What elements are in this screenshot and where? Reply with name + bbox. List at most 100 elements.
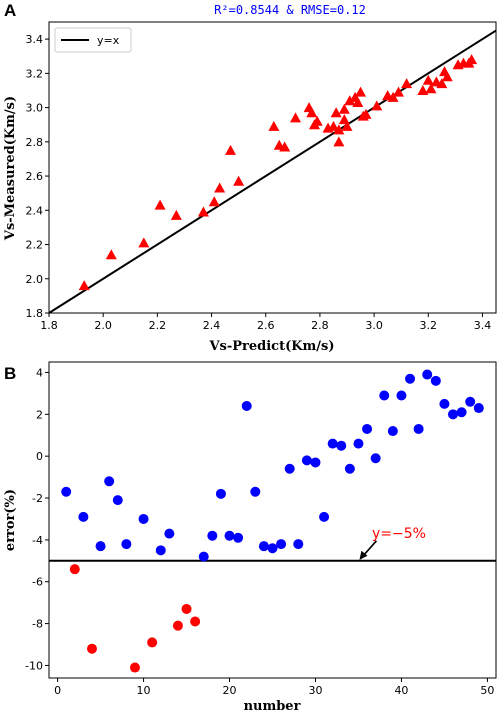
panel-b-x-tick-label: 10 [137, 684, 151, 697]
data-point-red [86, 643, 97, 654]
data-point-blue [215, 488, 226, 499]
data-point-triangle [436, 78, 448, 89]
data-point-blue [164, 528, 175, 539]
panel-b-annotation: y=−5% [372, 526, 426, 542]
data-point-triangle [268, 120, 280, 131]
panel-b-x-tick-label: 50 [480, 684, 494, 697]
panel-a-y-tick-label: 3.0 [26, 102, 44, 115]
data-point-triangle [392, 86, 404, 97]
data-point-triangle [425, 83, 437, 94]
data-point-blue [207, 530, 218, 541]
panel-b-x-tick-label: 40 [394, 684, 408, 697]
data-point-blue [276, 539, 287, 550]
data-point-triangle [441, 71, 453, 82]
data-point-triangle [154, 199, 166, 210]
panel-a-y-tick-label: 3.2 [26, 67, 44, 80]
panel-a-metrics-title: R²=0.8544 & RMSE=0.12 [214, 3, 366, 17]
panel-a-x-axis-label: Vs-Predict(Km/s) [208, 339, 334, 354]
data-point-blue [370, 453, 381, 464]
panel-a-x-tick-label: 2.4 [203, 319, 221, 332]
panel-b-x-tick-label: 0 [54, 684, 61, 697]
legend-label: y=x [97, 34, 120, 47]
data-point-red [147, 637, 158, 648]
data-point-blue [362, 423, 373, 434]
data-point-triangle [330, 107, 342, 118]
data-point-triangle [327, 120, 339, 131]
panel-b-y-tick-label: 0 [36, 450, 43, 463]
panel-a-y-tick-label: 1.8 [26, 307, 44, 320]
legend-box [54, 27, 132, 53]
panel-b-y-tick-label: -2 [32, 492, 43, 505]
data-point-blue [138, 513, 149, 524]
panel-a-x-tick-label: 1.8 [40, 319, 58, 332]
data-point-blue [387, 426, 398, 437]
panel-a-y-tick-label: 2.8 [26, 136, 44, 149]
data-point-blue [344, 463, 355, 474]
data-point-triangle [401, 78, 413, 89]
data-point-blue [112, 495, 123, 506]
data-point-blue [155, 545, 166, 556]
panel-b-y-tick-label: -4 [32, 534, 43, 547]
data-point-triangle [197, 206, 209, 217]
panel-a-y-tick-label: 2.6 [26, 170, 44, 183]
data-point-blue [336, 440, 347, 451]
data-point-blue [456, 407, 467, 418]
data-point-triangle [290, 112, 302, 123]
data-point-blue [258, 541, 269, 552]
data-point-triangle [233, 175, 245, 186]
data-point-blue [284, 463, 295, 474]
data-point-blue [241, 400, 252, 411]
data-point-triangle [344, 95, 356, 106]
data-point-blue [95, 541, 106, 552]
data-point-triangle [417, 84, 429, 95]
data-point-blue [61, 486, 72, 497]
annotation-arrowhead [359, 550, 368, 560]
reference-line-y-equals-x [48, 29, 497, 314]
data-point-triangle [422, 74, 434, 85]
data-point-triangle [208, 196, 220, 207]
panel-a: A R²=0.8544 & RMSE=0.12 1.8 2.0 2.2 2.4 2.6 2… [3, 1, 497, 354]
panel-a-y-axis-label: Vs-Measured(Km/s) [3, 96, 18, 241]
panel-a-x-tick-label: 2.2 [149, 319, 167, 332]
data-point-blue [439, 398, 450, 409]
data-point-blue [353, 438, 364, 449]
panel-a-y-tick-label: 2.0 [26, 273, 44, 286]
panel-b-y-axis-label: error(%) [3, 489, 18, 551]
data-point-blue [233, 532, 244, 543]
data-point-triangle [341, 120, 353, 131]
data-point-red [69, 564, 80, 575]
data-point-blue [250, 486, 261, 497]
data-point-blue [121, 539, 132, 550]
data-point-blue [104, 476, 115, 487]
data-point-triangle [371, 100, 383, 111]
panel-b-y-tick-label: -6 [32, 576, 43, 589]
panel-a-x-tick-label: 2.8 [311, 319, 329, 332]
data-point-blue [267, 543, 278, 554]
panel-b-x-tick-label: 30 [308, 684, 322, 697]
data-point-blue [473, 403, 484, 414]
panel-a-y-tick-label: 3.4 [26, 33, 44, 46]
data-point-triangle [352, 96, 364, 107]
data-point-triangle [466, 54, 478, 65]
data-point-triangle [225, 144, 237, 155]
data-point-blue [405, 373, 416, 384]
panel-b-y-tick-label: 2 [36, 408, 43, 421]
panel-a-x-tick-label: 3.4 [474, 319, 492, 332]
data-point-triangle [214, 182, 226, 193]
data-point-red [129, 662, 140, 673]
data-point-triangle [360, 108, 372, 119]
data-point-triangle [355, 86, 367, 97]
data-point-blue [396, 390, 407, 401]
panel-b-letter: B [4, 364, 16, 383]
data-point-blue [465, 396, 476, 407]
data-point-blue [413, 423, 424, 434]
data-point-blue [327, 438, 338, 449]
panel-a-x-tick-label: 2.0 [94, 319, 112, 332]
data-point-triangle [138, 237, 150, 248]
data-point-triangle [338, 103, 350, 114]
panel-b-y-tick-label: 4 [36, 366, 43, 379]
data-point-blue [430, 375, 441, 386]
data-point-triangle [333, 136, 345, 147]
data-point-triangle [78, 280, 90, 291]
